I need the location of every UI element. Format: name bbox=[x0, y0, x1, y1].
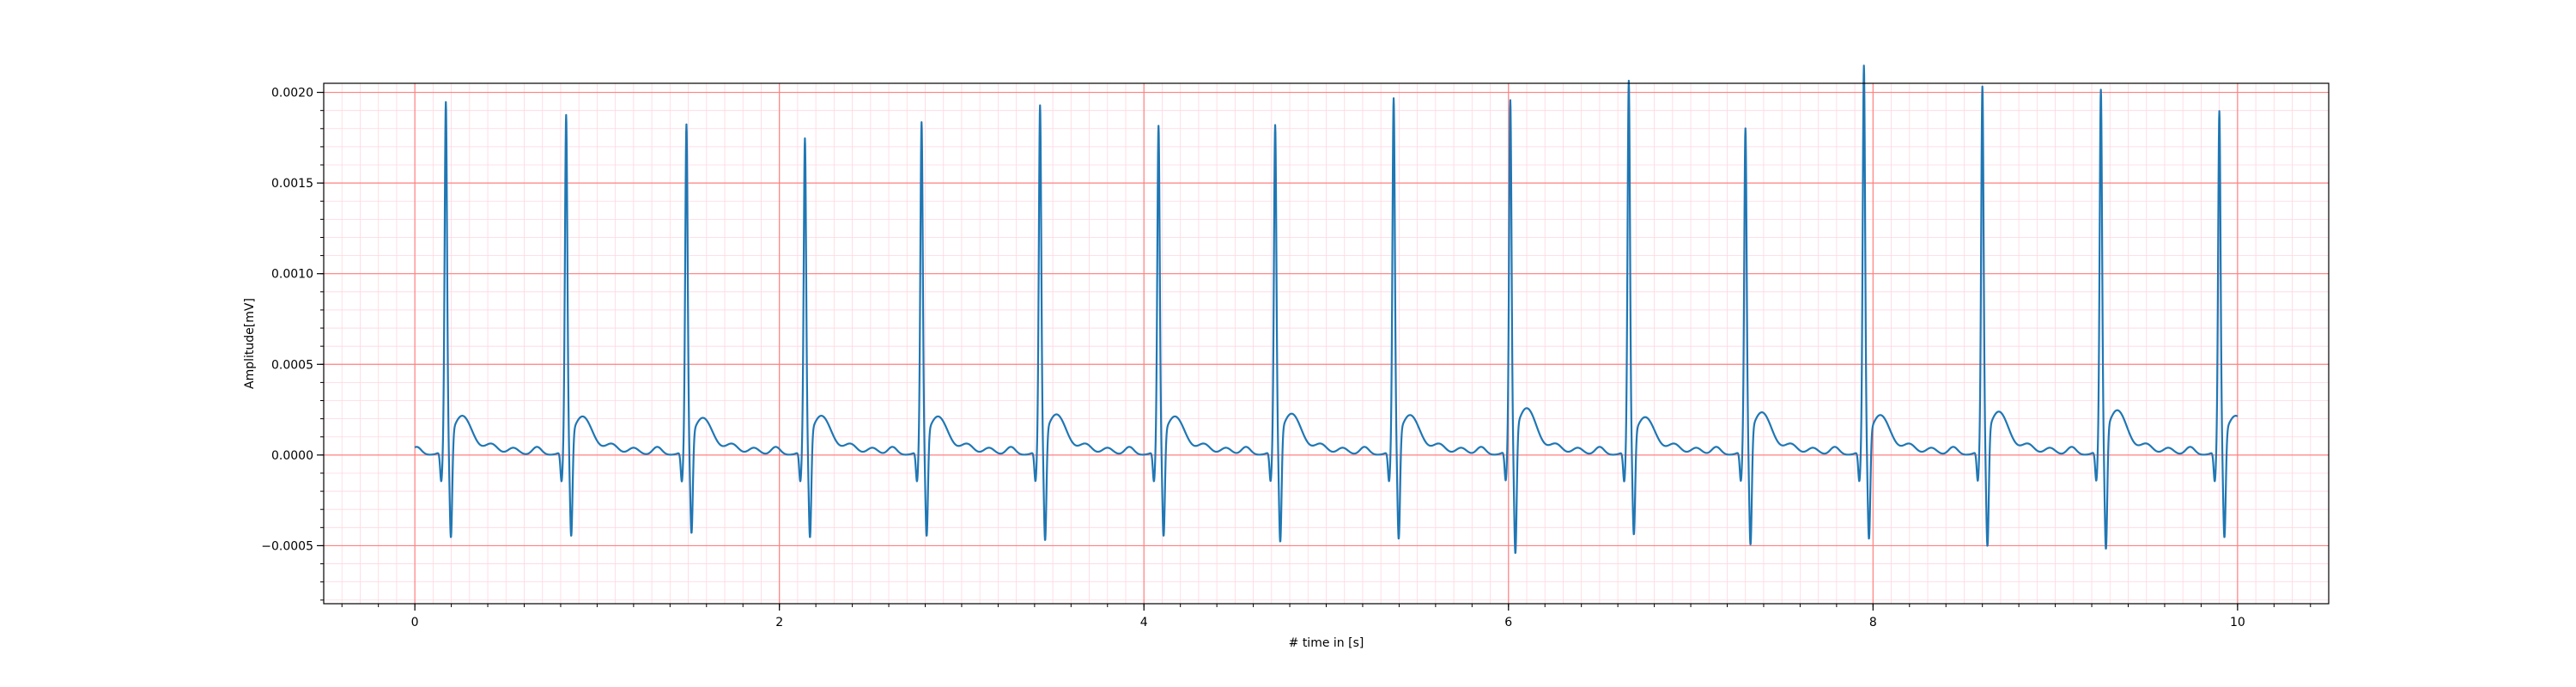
y-tick-label: 0.0020 bbox=[271, 87, 313, 100]
y-axis-ticks: −0.0005 0.0000 0.0005 0.0010 0.0015 0.0020 bbox=[261, 87, 324, 601]
ecg-line bbox=[414, 64, 2239, 555]
y-axis-label: Amplitude[mV] bbox=[243, 298, 257, 389]
x-tick-label: 4 bbox=[1140, 616, 1148, 629]
x-axis-ticks: 0 2 4 6 8 10 bbox=[341, 604, 2312, 629]
x-tick-label: 8 bbox=[1869, 616, 1877, 629]
x-axis-label: # time in [s] bbox=[1289, 636, 1364, 650]
y-tick-label: 0.0005 bbox=[271, 358, 313, 372]
x-tick-label: 10 bbox=[2230, 616, 2245, 629]
ecg-series bbox=[414, 64, 2239, 555]
y-tick-label: 0.0000 bbox=[271, 449, 313, 463]
y-tick-label: 0.0015 bbox=[271, 177, 313, 191]
y-tick-label: −0.0005 bbox=[261, 539, 313, 553]
x-tick-label: 0 bbox=[411, 616, 419, 629]
x-tick-label: 6 bbox=[1504, 616, 1512, 629]
y-tick-label: 0.0010 bbox=[271, 268, 313, 282]
x-tick-label: 2 bbox=[775, 616, 783, 629]
